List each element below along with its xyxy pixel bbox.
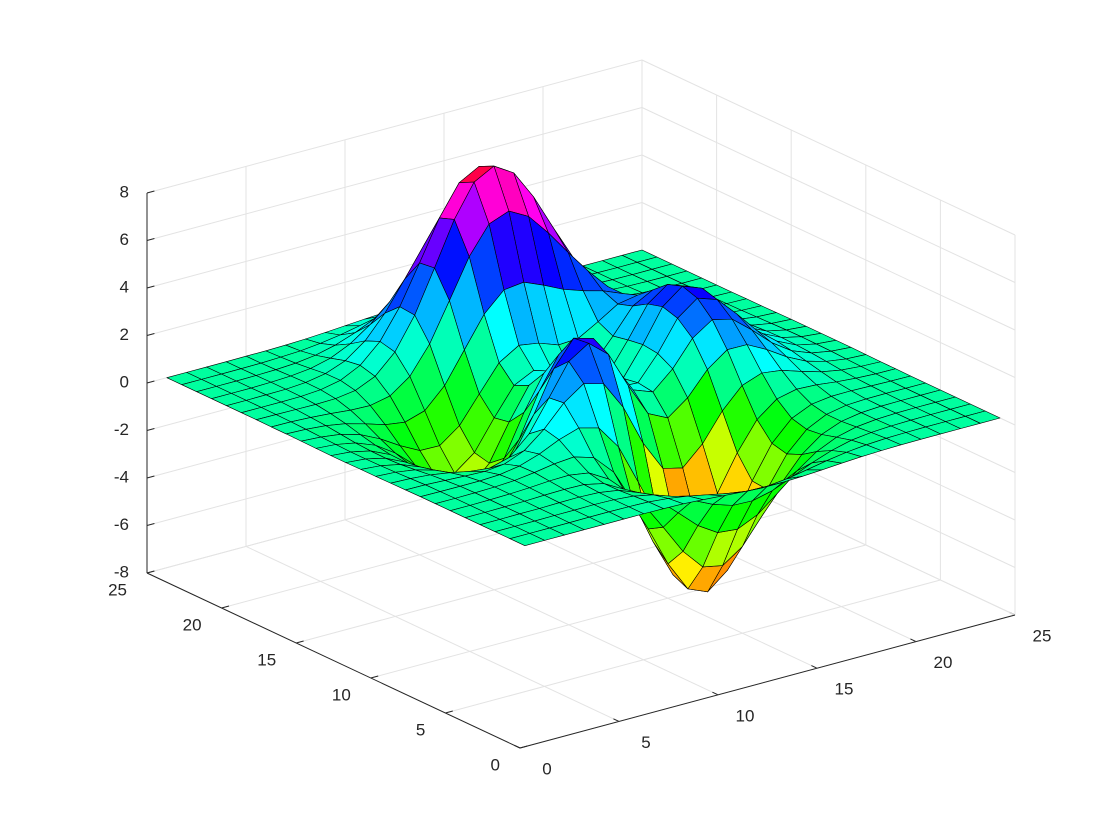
grid-line xyxy=(344,519,719,696)
grid-line xyxy=(641,59,1016,236)
tick-mark xyxy=(613,718,620,722)
grid-line xyxy=(641,154,1016,331)
tick-mark xyxy=(146,190,155,194)
tick-mark xyxy=(146,285,155,289)
grid-line xyxy=(641,107,1016,283)
x-tick-label: 20 xyxy=(934,653,953,672)
grid-line xyxy=(245,545,620,722)
tick-mark xyxy=(146,475,155,479)
grid-line xyxy=(370,544,866,679)
tick-mark xyxy=(146,380,155,384)
z-tick-label: -4 xyxy=(114,467,129,486)
grid-line xyxy=(146,107,643,241)
tick-mark xyxy=(146,570,155,574)
tick-mark xyxy=(146,523,155,526)
z-tick-label: 0 xyxy=(120,372,129,391)
y-tick-label: 25 xyxy=(108,580,127,599)
axis-line xyxy=(146,572,521,749)
tick-mark xyxy=(296,640,304,644)
tick-mark xyxy=(712,691,719,696)
z-tick-label: 4 xyxy=(120,277,129,296)
tick-mark xyxy=(146,238,155,241)
tick-mark xyxy=(370,675,379,679)
z-tick-label: 2 xyxy=(120,325,129,344)
tick-mark xyxy=(910,638,917,643)
z-tick-label: -2 xyxy=(114,420,129,439)
grid-line xyxy=(146,202,643,336)
grid-line xyxy=(146,59,643,194)
tick-mark xyxy=(811,665,818,669)
y-tick-label: 0 xyxy=(491,755,500,774)
y-tick-label: 20 xyxy=(183,615,202,634)
tick-mark xyxy=(445,710,453,714)
z-tick-label: 8 xyxy=(120,182,129,201)
y-tick-label: 15 xyxy=(257,650,276,669)
y-tick-label: 10 xyxy=(332,685,351,704)
z-tick-label: -8 xyxy=(114,562,129,581)
tick-mark xyxy=(146,333,155,336)
grid-line xyxy=(641,202,1016,378)
z-tick-label: -6 xyxy=(114,515,129,534)
surface-facet xyxy=(509,533,545,546)
tick-mark xyxy=(221,605,230,609)
x-tick-label: 25 xyxy=(1033,626,1052,645)
y-tick-label: 5 xyxy=(416,720,425,739)
x-tick-label: 5 xyxy=(641,733,650,752)
grid-line xyxy=(146,154,643,289)
x-tick-label: 0 xyxy=(542,759,551,778)
axis-line xyxy=(519,614,1016,749)
grid-line xyxy=(445,579,941,714)
tick-mark xyxy=(146,428,155,431)
x-tick-label: 15 xyxy=(835,680,854,699)
z-tick-label: 6 xyxy=(120,230,129,249)
x-tick-label: 10 xyxy=(736,706,755,725)
